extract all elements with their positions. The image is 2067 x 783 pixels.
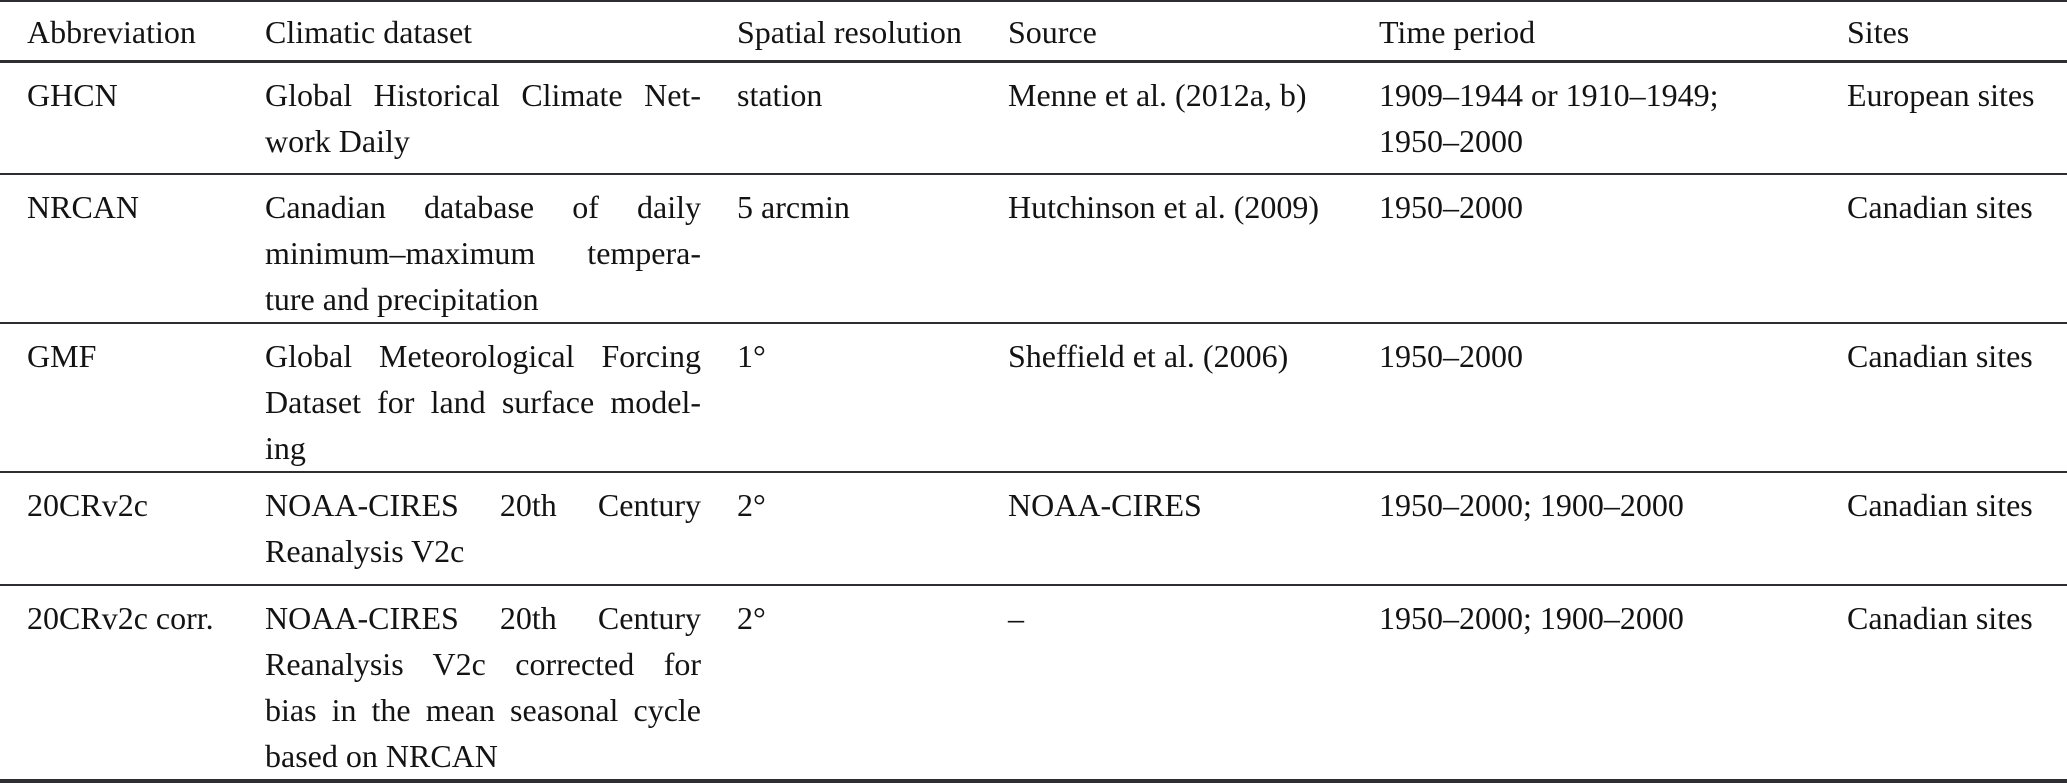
cell-spatial-resolution: station [737,61,1008,174]
cell-source: Menne et al. (2012a, b) [1008,61,1379,174]
dataset-line: Canadian database of daily [265,189,701,225]
cell-sites: Canadian sites [1847,585,2067,781]
dataset-line: Reanalysis V2c corrected for [265,646,701,682]
dataset-line: Global Historical Climate Net- [265,76,701,113]
sites-text: Canadian sites [1847,189,2033,225]
dataset-line: work Daily [265,122,410,159]
column-header-abbreviation: Abbreviation [27,14,196,50]
source-text: Sheffield et al. (2006) [1008,338,1289,374]
cell-abbreviation: NRCAN [0,174,265,323]
dataset-line: Dataset for land surface model- [265,384,701,420]
cell-abbreviation: GMF [0,323,265,472]
abbreviation-text: NRCAN [27,189,140,225]
cell-abbreviation: GHCN [0,61,265,174]
cell-time-period: 1950–2000; 1900–2000 [1379,472,1847,585]
cell-source: Sheffield et al. (2006) [1008,323,1379,472]
cell-sites: Canadian sites [1847,323,2067,472]
resolution-text: 2° [737,487,766,523]
time-period-line: 1950–2000; 1900–2000 [1379,600,1684,636]
column-header-climatic-dataset: Climatic dataset [265,14,473,50]
cell-time-period: 1950–2000; 1900–2000 [1379,585,1847,781]
resolution-text: 1° [737,338,766,374]
dataset-line: NOAA-CIRES 20th Century [265,487,701,523]
table-row-ghcn: GHCN Global Historical Climate Net- work… [0,61,2067,174]
cell-spatial-resolution: 2° [737,585,1008,781]
abbreviation-text: GHCN [27,76,118,113]
source-text: Menne et al. (2012a, b) [1008,76,1307,113]
time-period-line: 1909–1944 or 1910–1949; [1379,76,1719,113]
column-header-time-period: Time period [1379,14,1536,50]
dataset-line: NOAA-CIRES 20th Century [265,600,701,636]
cell-climatic-dataset: Global Historical Climate Net- work Dail… [265,61,737,174]
abbreviation-text: GMF [27,338,97,374]
sites-text: Canadian sites [1847,600,2033,636]
cell-time-period: 1950–2000 [1379,174,1847,323]
dataset-line: Reanalysis V2c [265,533,465,569]
dataset-line: ing [265,430,306,466]
table-row-nrcan: NRCAN Canadian database of daily minimum… [0,174,2067,323]
resolution-text: 5 arcmin [737,189,850,225]
cell-spatial-resolution: 2° [737,472,1008,585]
cell-time-period: 1909–1944 or 1910–1949; 1950–2000 [1379,61,1847,174]
sites-text: Canadian sites [1847,487,2033,523]
abbreviation-text: 20CRv2c [27,487,148,523]
dataset-line: based on NRCAN [265,738,498,774]
source-text: Hutchinson et al. (2009) [1008,189,1320,225]
dataset-line: minimum–maximum tempera- [265,235,701,271]
resolution-text: station [737,76,823,113]
cell-climatic-dataset: Canadian database of daily minimum–maxim… [265,174,737,323]
cell-source: Hutchinson et al. (2009) [1008,174,1379,323]
time-period-line: 1950–2000 [1379,122,1523,159]
cell-abbreviation: 20CRv2c [0,472,265,585]
time-period-line: 1950–2000 [1379,189,1523,225]
cell-abbreviation: 20CRv2c corr. [0,585,265,781]
cell-sites: Canadian sites [1847,472,2067,585]
table-row-20crv2c: 20CRv2c NOAA-CIRES 20th Century Reanalys… [0,472,2067,585]
column-header-spatial-resolution: Spatial resolution [737,14,962,50]
time-period-line: 1950–2000 [1379,338,1523,374]
cell-source: – [1008,585,1379,781]
abbreviation-text: 20CRv2c corr. [27,600,214,636]
cell-sites: European sites [1847,61,2067,174]
cell-spatial-resolution: 1° [737,323,1008,472]
dataset-line: ture and precipitation [265,281,539,317]
cell-climatic-dataset: Global Meteorological Forcing Dataset fo… [265,323,737,472]
source-text: NOAA-CIRES [1008,487,1202,523]
resolution-text: 2° [737,600,766,636]
cell-climatic-dataset: NOAA-CIRES 20th Century Reanalysis V2c [265,472,737,585]
cell-source: NOAA-CIRES [1008,472,1379,585]
source-text: – [1008,600,1024,636]
table-row-gmf: GMF Global Meteorological Forcing Datase… [0,323,2067,472]
cell-time-period: 1950–2000 [1379,323,1847,472]
cell-spatial-resolution: 5 arcmin [737,174,1008,323]
column-header-sites: Sites [1847,14,1910,50]
dataset-line: bias in the mean seasonal cycle [265,692,701,728]
table-header-row: Abbreviation Climatic dataset Spatial re… [0,1,2067,61]
sites-text: European sites [1847,76,2035,113]
time-period-line: 1950–2000; 1900–2000 [1379,487,1684,523]
column-header-source: Source [1008,14,1097,50]
cell-sites: Canadian sites [1847,174,2067,323]
dataset-line: Global Meteorological Forcing [265,338,701,374]
sites-text: Canadian sites [1847,338,2033,374]
